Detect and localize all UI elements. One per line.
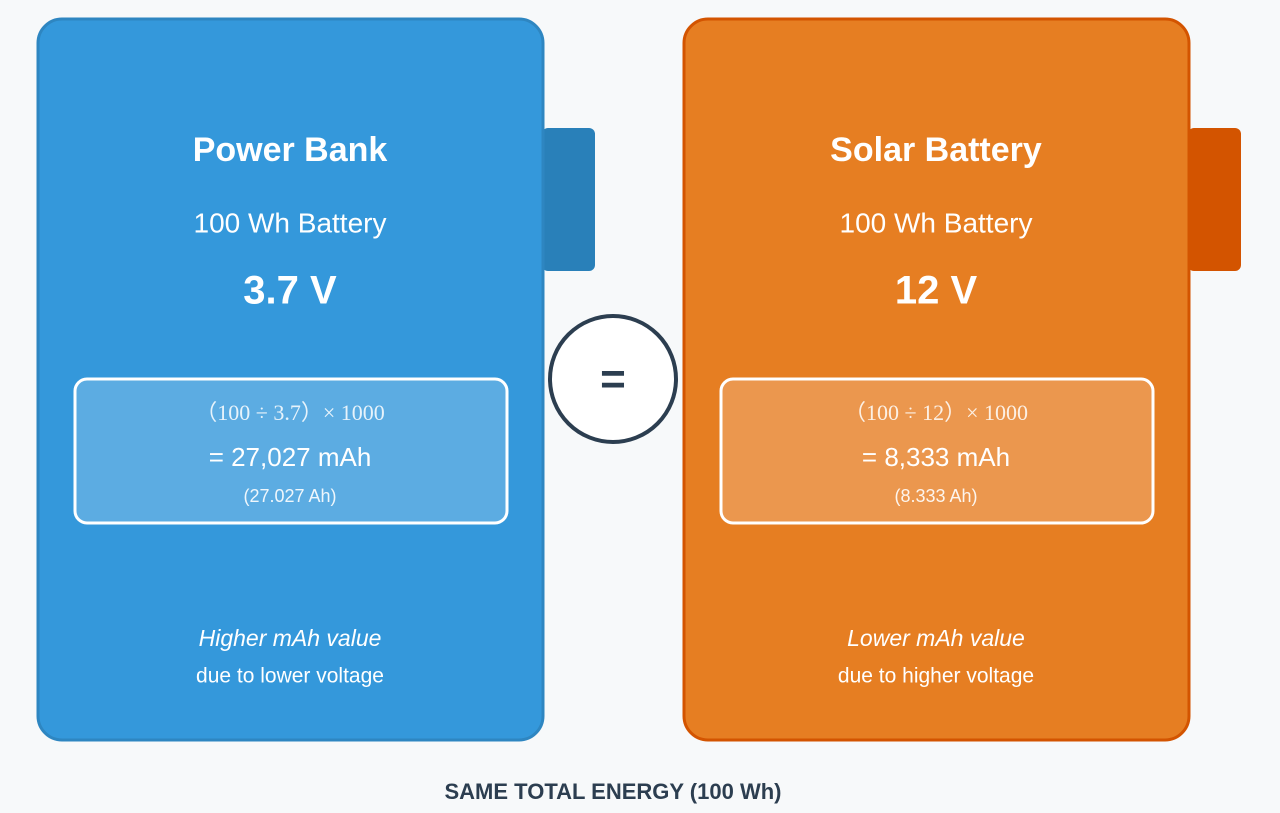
voltage: 3.7 V [243,269,337,313]
equals-circle [548,314,678,444]
capacity: 100 Wh Battery [840,207,1033,238]
footer: SAME TOTAL ENERGY (100 Wh) [445,779,782,804]
power-bank-battery: Power Bank 100 Wh Battery 3.7 V （100 ÷ 3… [36,17,595,742]
result: = 27,027 mAh [209,442,372,472]
result-ah: (27.027 Ah) [243,486,336,506]
solar-battery: Solar Battery 100 Wh Battery 12 V （100 ÷… [682,17,1241,742]
panel-title: Power Bank [193,131,388,169]
reason: due to lower voltage [196,665,384,688]
formula: （100 ÷ 12）× 1000 [844,400,1028,425]
result-ah: (8.333 Ah) [894,486,977,506]
result: = 8,333 mAh [862,442,1010,472]
note: Lower mAh value [847,625,1025,651]
formula: （100 ÷ 3.7）× 1000 [195,400,384,425]
equals-sign: = [548,314,678,444]
capacity: 100 Wh Battery [194,207,387,238]
formula-box [73,377,509,525]
panel-title: Solar Battery [830,131,1042,169]
note: Higher mAh value [199,625,382,651]
battery-terminal [542,128,595,271]
equals-text: = [600,355,626,404]
voltage: 12 V [895,269,978,313]
battery-terminal [1188,128,1241,271]
reason: due to higher voltage [838,665,1034,688]
formula-box [719,377,1155,525]
